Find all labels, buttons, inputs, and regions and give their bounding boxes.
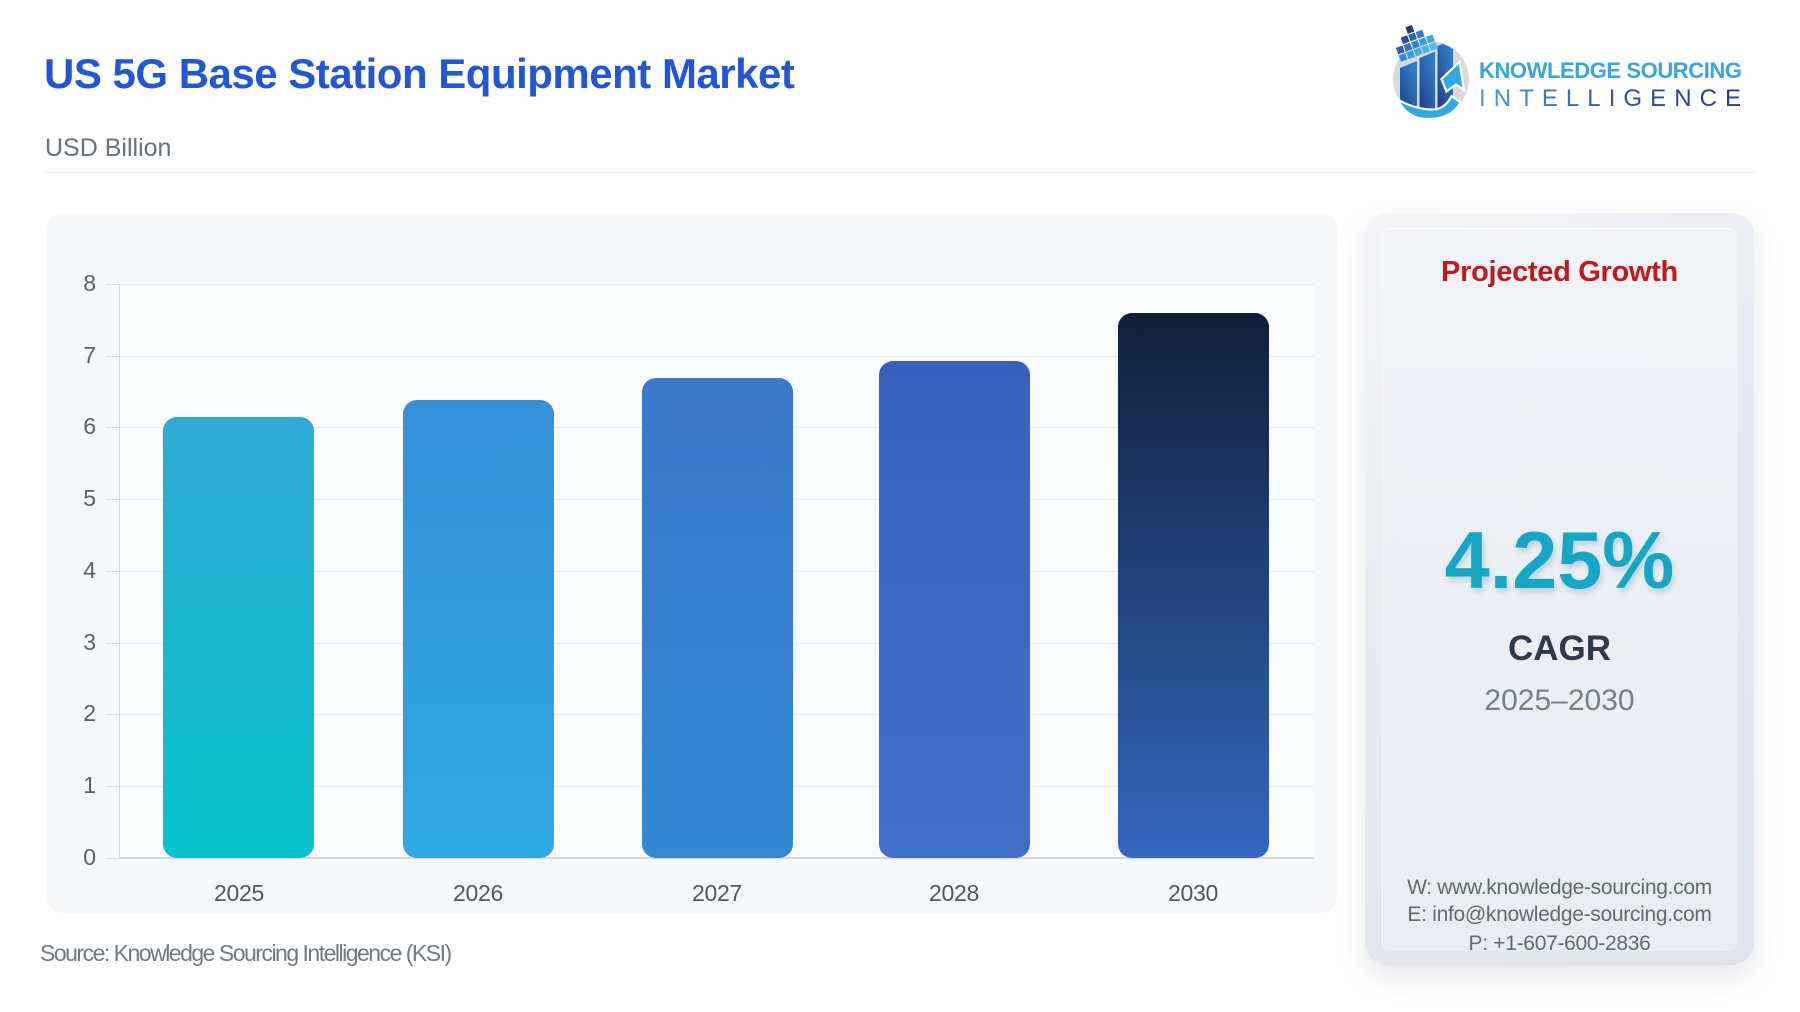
svg-text:INTELLIGENCE: INTELLIGENCE	[1479, 85, 1741, 112]
svg-text:KNOWLEDGE SOURCING: KNOWLEDGE SOURCING	[1479, 58, 1742, 83]
